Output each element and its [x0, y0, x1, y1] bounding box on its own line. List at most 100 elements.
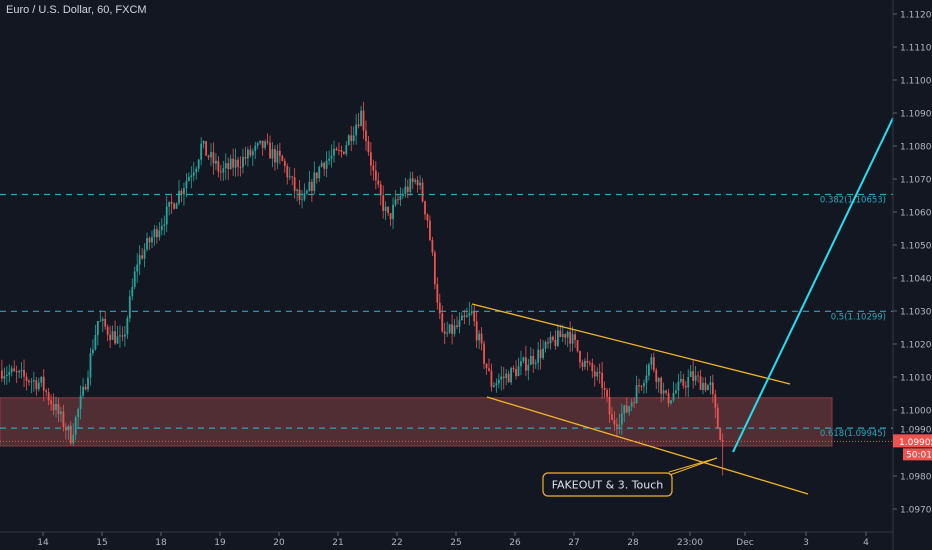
candle-body [45, 390, 48, 393]
candle-body [424, 201, 426, 215]
candle-body [84, 386, 87, 390]
price-tick-label: 1.09700 [900, 506, 932, 516]
candle-body [384, 206, 387, 211]
candle-body [121, 335, 124, 337]
candle-body [111, 331, 114, 340]
candle-body [623, 405, 626, 414]
candle-body [529, 356, 532, 365]
candle-body [320, 162, 323, 167]
candle-body [323, 162, 326, 169]
candle-body [187, 177, 190, 181]
candle-body [148, 238, 151, 243]
candle-body [20, 370, 23, 372]
candle-body [640, 386, 643, 387]
channel-upper-trendline[interactable] [471, 303, 791, 385]
candle-body [180, 190, 183, 195]
candle-body [702, 382, 704, 390]
candle-body [566, 331, 569, 338]
candle-body [606, 389, 608, 397]
candle-body [249, 149, 252, 156]
candle-body [219, 171, 222, 173]
candle-body [57, 404, 60, 415]
time-tick-label: Dec [736, 538, 753, 548]
projection-line[interactable] [732, 117, 894, 453]
candle-body [684, 385, 687, 388]
candle-body [173, 203, 175, 209]
candle-body [25, 376, 28, 381]
candle-body [512, 368, 515, 370]
candle-body [586, 360, 589, 363]
candle-body [136, 264, 139, 272]
candle-body [692, 371, 695, 381]
zone-rectangle[interactable] [0, 397, 833, 447]
candle-body [392, 204, 394, 220]
callout-box[interactable] [542, 472, 673, 497]
candle-body [480, 333, 483, 344]
candle-body [370, 152, 372, 166]
callout-pointer [666, 457, 718, 477]
candle-body [298, 189, 301, 201]
candle-body [448, 324, 451, 333]
candle-body [340, 150, 343, 152]
candle-body [116, 336, 119, 344]
time-tick-label: 18 [155, 538, 167, 548]
channel-lower-trendline[interactable] [486, 396, 809, 495]
candle-body [433, 252, 436, 285]
candle-body [190, 175, 193, 178]
candle-body [493, 385, 495, 387]
candle-body [62, 411, 65, 428]
candle-body [554, 340, 557, 346]
candle-body [141, 255, 144, 259]
time-tick-label: 28 [627, 538, 639, 548]
candle-body [205, 141, 207, 156]
candle-body [178, 190, 180, 204]
candle-body [682, 379, 685, 386]
candle-body [69, 425, 72, 444]
time-axis[interactable]: 14 15 18 19 20 21 22 25 26 27 28 23:00 Dec 3 4 [37, 532, 869, 548]
candle-body [537, 349, 540, 363]
fib-level-label: 0.618(1.09945) [820, 429, 886, 439]
candle-body [677, 381, 680, 391]
candle-body [67, 425, 70, 431]
candle-body [242, 156, 244, 168]
candle-body [210, 152, 212, 158]
candle-body [15, 371, 18, 373]
candle-body [704, 382, 707, 391]
candle-body [234, 159, 237, 168]
candle-body [143, 249, 146, 259]
supply-demand-zone[interactable] [0, 397, 833, 447]
candle-body [711, 382, 714, 395]
time-tick-label: 26 [509, 538, 521, 548]
drawings[interactable]: FAKEOUT & 3. Touch [471, 117, 894, 497]
candle-body [237, 159, 239, 167]
candle-body [301, 199, 303, 201]
candle-body [502, 376, 505, 379]
candle-body [274, 149, 276, 163]
candle-body [611, 414, 613, 421]
chart-title: Euro / U.S. Dollar, 60, FXCM [6, 4, 147, 16]
candle-body [158, 230, 161, 238]
candle-body [517, 366, 520, 377]
candle-body [564, 334, 567, 338]
price-axis[interactable]: 1.11200 1.11100 1.11000 1.10900 1.10800 1.107… [893, 11, 932, 516]
candle-body [404, 186, 407, 195]
candle-body [416, 180, 419, 186]
candle-body [596, 372, 599, 377]
candle-body [374, 170, 377, 181]
candle-body [266, 141, 269, 143]
candle-body [40, 376, 43, 383]
candle-body [160, 225, 163, 231]
countdown-label: 50:01 [906, 450, 932, 460]
candle-body [399, 195, 402, 200]
candle-body [222, 168, 225, 173]
candle-body [534, 362, 537, 365]
price-tick-label: 1.10900 [900, 110, 932, 120]
candle-body [630, 402, 633, 407]
candle-body [5, 374, 8, 377]
candle-body [389, 213, 392, 220]
candle-body [581, 362, 584, 367]
candle-body [360, 110, 362, 127]
candle-body [372, 165, 375, 171]
candle-body [441, 313, 444, 332]
